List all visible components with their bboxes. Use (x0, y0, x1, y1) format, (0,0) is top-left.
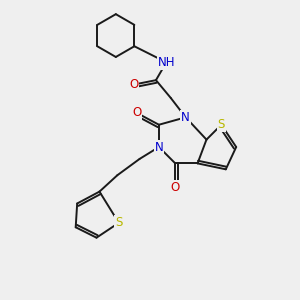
Text: N: N (181, 111, 190, 124)
Text: N: N (154, 140, 163, 154)
Text: O: O (132, 106, 141, 119)
Text: NH: NH (158, 56, 175, 69)
Text: O: O (171, 181, 180, 194)
Text: S: S (115, 216, 122, 229)
Text: S: S (218, 118, 225, 131)
Text: O: O (129, 78, 138, 91)
